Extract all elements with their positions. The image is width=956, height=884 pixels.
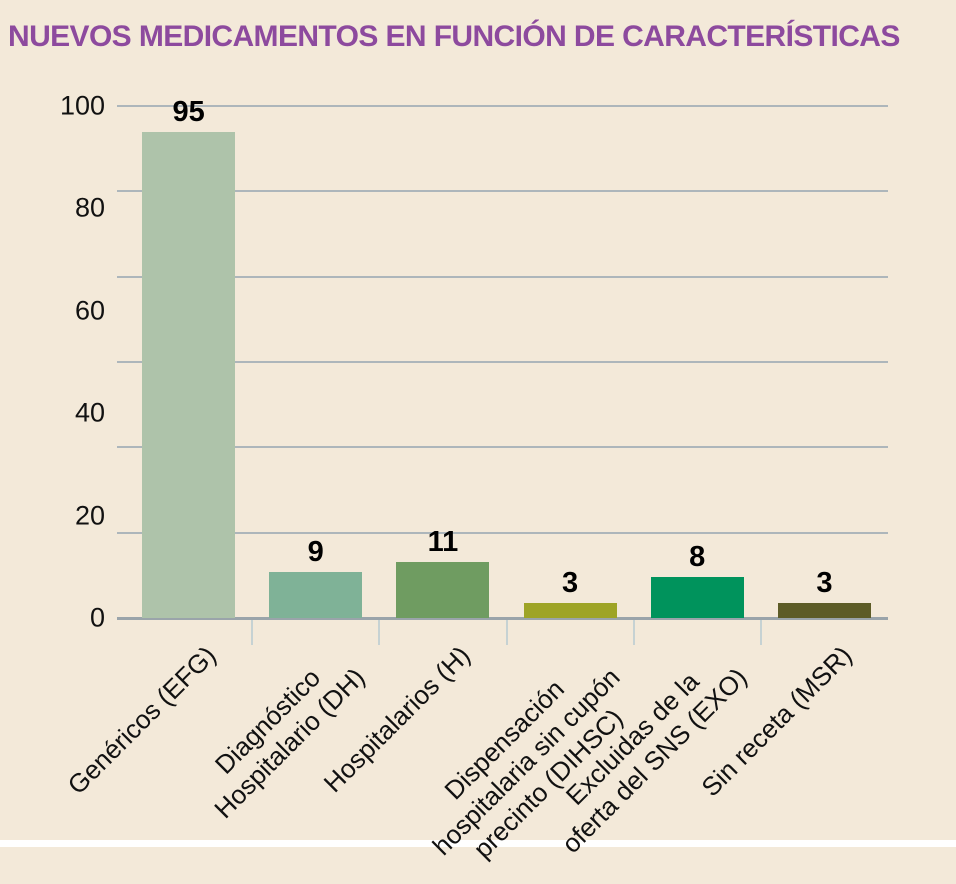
x-axis-tick: [632, 620, 635, 645]
x-axis-tick: [505, 620, 508, 645]
y-axis-tick-label: 20: [74, 500, 105, 531]
bar-value-label: 9: [307, 535, 324, 568]
x-axis-tick: [759, 620, 762, 645]
x-axis-tick: [378, 620, 381, 645]
bar-value-label: 8: [689, 541, 706, 574]
y-axis-tick-label: 60: [74, 295, 105, 326]
bar-chart-figure: NUEVOS MEDICAMENTOS EN FUNCIÓN DE CARACT…: [0, 20, 956, 864]
y-axis-tick-label: 80: [74, 192, 105, 223]
bar-5: [650, 577, 744, 618]
bar-value-label: 11: [427, 525, 459, 558]
horizontal-gridline: [117, 361, 888, 363]
x-axis-tick: [251, 620, 254, 645]
chart-title: NUEVOS MEDICAMENTOS EN FUNCIÓN DE CARACT…: [8, 20, 900, 53]
bottom-page-strip: [0, 840, 956, 847]
bar-1: [142, 131, 236, 618]
bar-value-label: 3: [816, 566, 833, 599]
bar-value-label: 95: [172, 95, 205, 128]
horizontal-gridline: [117, 105, 888, 107]
bar-6: [777, 602, 871, 618]
y-axis-tick-label: 100: [59, 90, 105, 121]
bar-2: [269, 571, 363, 618]
horizontal-gridline: [117, 531, 888, 534]
y-axis-tick-label: 0: [89, 602, 105, 633]
bar-3: [396, 561, 490, 618]
y-axis-tick-label: 40: [74, 397, 105, 428]
horizontal-gridline: [117, 190, 888, 193]
bar-4: [523, 602, 617, 618]
horizontal-gridline: [117, 446, 888, 449]
bar-value-label: 3: [562, 566, 579, 599]
horizontal-gridline: [117, 275, 888, 278]
x-axis-line: [117, 617, 888, 620]
chart-page: { "title": { "text": "NUEVOS MEDICAMENTO…: [0, 20, 956, 865]
